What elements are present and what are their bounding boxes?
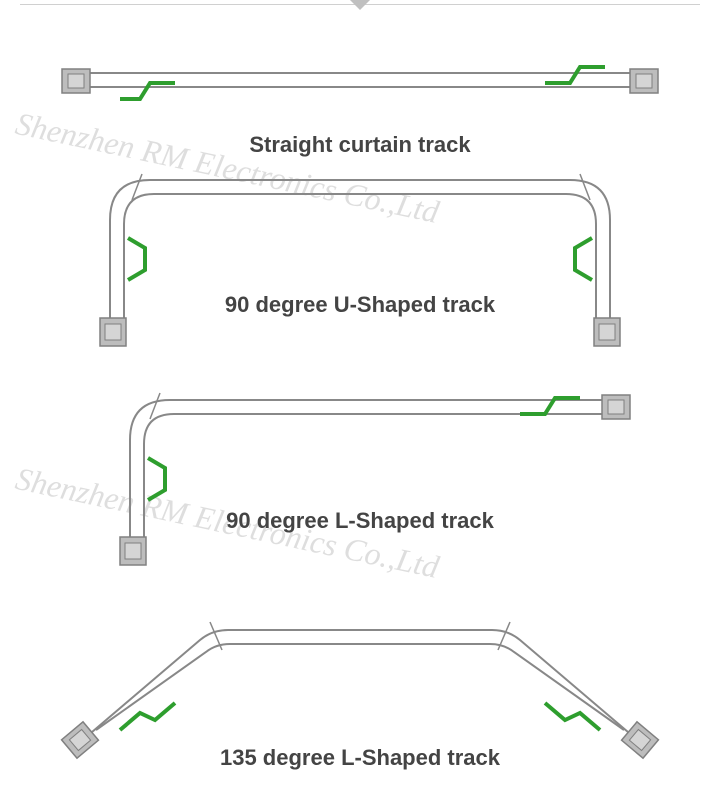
motor-left-icon xyxy=(62,69,90,93)
straight-track-label: Straight curtain track xyxy=(249,132,470,158)
motor-right-icon xyxy=(594,318,620,346)
motor-right-icon xyxy=(622,722,659,758)
u90-track-diagram xyxy=(0,170,720,360)
l135-track-label: 135 degree L-Shaped track xyxy=(220,745,500,771)
l90-track-label: 90 degree L-Shaped track xyxy=(226,508,494,534)
motor-left-icon xyxy=(62,722,99,758)
motor-right-icon xyxy=(602,395,630,419)
motor-left-icon xyxy=(120,537,146,565)
l90-track-diagram xyxy=(0,385,720,575)
motor-left-icon xyxy=(100,318,126,346)
motor-right-icon xyxy=(630,69,658,93)
u90-track-label: 90 degree U-Shaped track xyxy=(225,292,495,318)
chevron-down-icon xyxy=(350,0,370,10)
